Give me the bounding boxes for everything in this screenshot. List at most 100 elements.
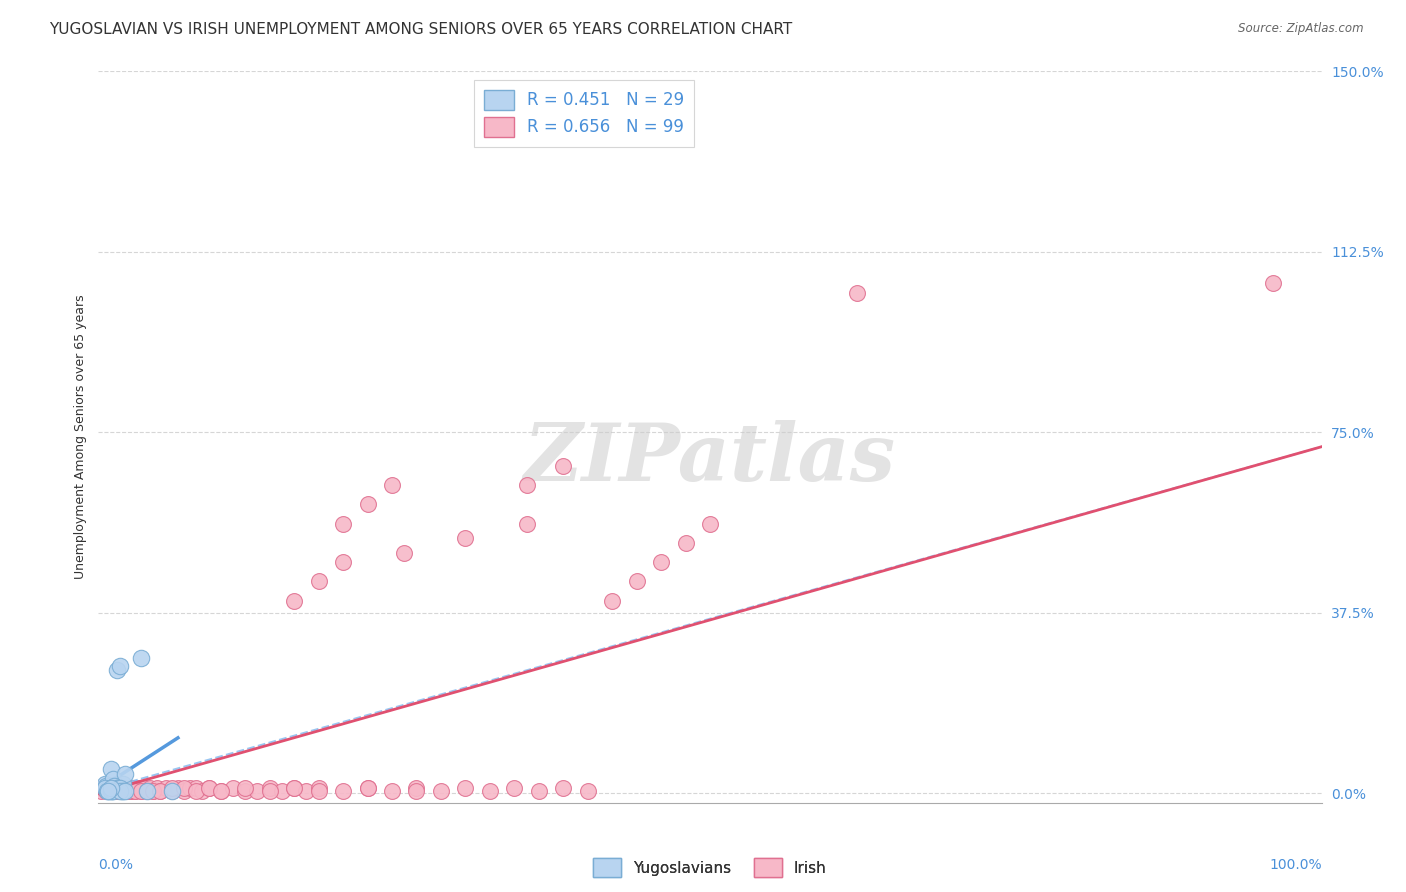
Point — [110, 781, 132, 796]
Point — [127, 781, 149, 796]
Point — [173, 784, 195, 798]
Point — [100, 784, 122, 798]
Point — [97, 784, 120, 798]
Point — [103, 781, 125, 796]
Point — [332, 516, 354, 531]
Point — [105, 664, 128, 678]
Point — [120, 784, 142, 798]
Point — [308, 784, 330, 798]
Point — [97, 781, 120, 796]
Point — [332, 784, 354, 798]
Point — [576, 784, 599, 798]
Point — [105, 784, 128, 798]
Point — [111, 776, 134, 790]
Point — [118, 781, 141, 796]
Point — [503, 781, 526, 796]
Point — [111, 784, 134, 798]
Point — [173, 781, 195, 796]
Point — [117, 784, 139, 798]
Point — [405, 784, 427, 798]
Point — [515, 516, 537, 531]
Point — [100, 784, 122, 798]
Point — [101, 784, 124, 798]
Point — [96, 784, 118, 798]
Point — [129, 651, 152, 665]
Point — [283, 593, 305, 607]
Point — [101, 784, 124, 798]
Point — [160, 784, 183, 798]
Point — [129, 784, 152, 798]
Point — [191, 784, 214, 798]
Point — [381, 784, 404, 798]
Point — [136, 784, 159, 798]
Point — [650, 555, 672, 569]
Y-axis label: Unemployment Among Seniors over 65 years: Unemployment Among Seniors over 65 years — [75, 294, 87, 580]
Point — [111, 784, 134, 798]
Point — [124, 784, 146, 798]
Text: 0.0%: 0.0% — [98, 858, 134, 871]
Point — [114, 767, 136, 781]
Point — [115, 784, 138, 798]
Text: Source: ZipAtlas.com: Source: ZipAtlas.com — [1239, 22, 1364, 36]
Point — [105, 784, 128, 798]
Point — [308, 781, 330, 796]
Point — [110, 784, 132, 798]
Point — [478, 784, 501, 798]
Point — [111, 784, 134, 798]
Point — [118, 784, 141, 798]
Point — [142, 784, 165, 798]
Point — [405, 781, 427, 796]
Point — [121, 781, 143, 796]
Point — [103, 779, 125, 793]
Point — [356, 781, 378, 796]
Point — [105, 781, 128, 796]
Point — [112, 784, 135, 798]
Point — [98, 784, 121, 798]
Point — [197, 781, 219, 796]
Point — [111, 781, 134, 796]
Point — [90, 784, 112, 798]
Point — [110, 658, 132, 673]
Point — [101, 784, 124, 798]
Point — [111, 784, 134, 798]
Point — [356, 781, 378, 796]
Point — [1261, 276, 1284, 290]
Point — [101, 772, 124, 786]
Point — [233, 781, 256, 796]
Point — [283, 781, 305, 796]
Point — [356, 498, 378, 512]
Legend: Yugoslavians, Irish: Yugoslavians, Irish — [588, 852, 832, 883]
Point — [93, 776, 115, 790]
Point — [107, 781, 129, 796]
Point — [381, 478, 404, 492]
Point — [142, 784, 165, 798]
Point — [149, 784, 172, 798]
Point — [149, 784, 172, 798]
Point — [104, 784, 127, 798]
Text: ZIPatlas: ZIPatlas — [524, 420, 896, 498]
Point — [124, 784, 146, 798]
Point — [675, 536, 697, 550]
Point — [146, 781, 169, 796]
Point — [100, 762, 122, 776]
Point — [186, 784, 208, 798]
Point — [114, 784, 136, 798]
Point — [600, 593, 623, 607]
Point — [108, 784, 131, 798]
Point — [553, 458, 575, 473]
Point — [283, 781, 305, 796]
Point — [155, 781, 177, 796]
Point — [246, 784, 269, 798]
Point — [94, 779, 117, 793]
Point — [136, 784, 159, 798]
Point — [179, 781, 201, 796]
Point — [110, 781, 132, 796]
Point — [94, 784, 117, 798]
Point — [332, 555, 354, 569]
Point — [454, 781, 477, 796]
Point — [101, 781, 124, 796]
Point — [91, 781, 114, 796]
Text: 100.0%: 100.0% — [1270, 858, 1322, 871]
Point — [259, 784, 281, 798]
Point — [430, 784, 453, 798]
